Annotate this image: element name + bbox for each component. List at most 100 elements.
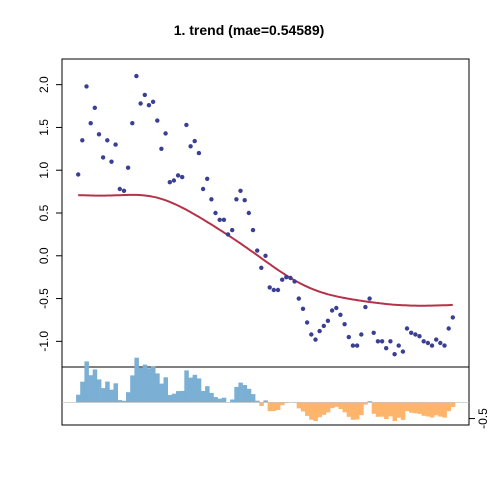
data-point bbox=[117, 186, 123, 192]
residual-bar bbox=[201, 391, 206, 403]
residual-bar bbox=[417, 402, 422, 414]
residual-bar bbox=[313, 402, 318, 421]
data-point bbox=[284, 275, 289, 280]
data-point bbox=[379, 339, 385, 344]
residual-bar bbox=[350, 402, 356, 420]
data-point bbox=[150, 99, 156, 105]
data-point bbox=[354, 343, 360, 348]
residual-bar bbox=[367, 401, 372, 403]
residual-bar bbox=[442, 402, 447, 418]
residual-bar bbox=[234, 386, 239, 403]
residual-bar bbox=[84, 361, 89, 403]
data-point bbox=[109, 159, 114, 164]
data-point bbox=[450, 315, 455, 320]
residual-bar bbox=[375, 402, 381, 417]
residual-bar bbox=[117, 400, 123, 403]
residual-bar bbox=[384, 402, 389, 419]
data-point bbox=[105, 138, 110, 143]
residual-bar bbox=[113, 383, 118, 403]
data-point bbox=[100, 155, 106, 160]
data-point bbox=[313, 337, 318, 342]
data-point bbox=[167, 180, 172, 185]
data-point bbox=[263, 253, 268, 258]
residual-y-axis: -0.5 bbox=[469, 408, 490, 429]
data-point bbox=[138, 101, 143, 106]
residual-bar bbox=[213, 397, 218, 403]
residual-y-tick-label: -0.5 bbox=[476, 408, 490, 429]
data-point bbox=[421, 339, 426, 344]
residual-bar bbox=[309, 402, 314, 420]
residual-bar bbox=[275, 402, 281, 410]
data-point bbox=[230, 227, 235, 233]
residual-bar bbox=[192, 374, 198, 403]
residual-bar bbox=[330, 402, 335, 409]
residual-bar bbox=[209, 392, 214, 403]
y-tick-label: -0.5 bbox=[37, 288, 51, 309]
residual-bar bbox=[334, 402, 339, 407]
data-point bbox=[192, 138, 197, 144]
data-point bbox=[300, 306, 306, 311]
chart-title: 1. trend (mae=0.54589) bbox=[174, 22, 325, 38]
data-point bbox=[221, 217, 227, 222]
data-point bbox=[196, 150, 202, 156]
residual-plot-frame bbox=[61, 366, 470, 426]
residual-bar bbox=[284, 402, 289, 404]
data-point bbox=[375, 339, 381, 344]
data-point bbox=[346, 334, 351, 340]
residual-bar bbox=[180, 390, 185, 403]
residual-bar bbox=[263, 400, 268, 403]
residual-bar bbox=[101, 388, 106, 403]
residual-bar bbox=[76, 394, 81, 403]
residual-bar bbox=[280, 402, 285, 406]
residual-bar bbox=[338, 402, 343, 409]
residual-bar bbox=[80, 381, 85, 403]
residual-bar bbox=[413, 402, 418, 414]
residual-bar bbox=[446, 402, 452, 412]
data-point bbox=[184, 122, 189, 128]
data-point bbox=[409, 330, 414, 335]
data-point bbox=[367, 296, 372, 301]
data-point bbox=[384, 346, 389, 351]
data-points bbox=[76, 73, 455, 357]
data-point bbox=[121, 188, 127, 193]
residual-bar bbox=[196, 378, 202, 403]
residual-bar bbox=[296, 402, 302, 409]
residual-bar bbox=[121, 400, 127, 403]
data-point bbox=[280, 277, 285, 282]
residual-bar bbox=[238, 382, 243, 403]
data-point bbox=[304, 320, 310, 325]
residual-bar bbox=[271, 402, 277, 411]
data-point bbox=[175, 173, 181, 178]
residual-bar bbox=[250, 394, 256, 403]
data-point bbox=[338, 312, 343, 317]
residual-bar bbox=[96, 379, 102, 403]
trend-line bbox=[78, 193, 453, 307]
data-point bbox=[250, 227, 256, 233]
residual-bar bbox=[230, 399, 235, 403]
residual-bar bbox=[205, 386, 210, 403]
data-point bbox=[255, 248, 260, 253]
residual-bar bbox=[217, 398, 223, 403]
residual-bar bbox=[130, 375, 135, 403]
residual-bar bbox=[388, 402, 393, 417]
residual-bar bbox=[163, 377, 168, 403]
data-point bbox=[92, 105, 98, 111]
residual-bar bbox=[380, 402, 385, 417]
data-point bbox=[180, 174, 185, 180]
data-point bbox=[146, 103, 152, 108]
residual-bar bbox=[346, 402, 352, 417]
data-point bbox=[134, 73, 139, 79]
data-point bbox=[113, 142, 118, 147]
data-point bbox=[309, 332, 314, 337]
residual-bar bbox=[438, 402, 443, 417]
data-point bbox=[425, 340, 431, 346]
data-point bbox=[446, 326, 451, 331]
residual-bar bbox=[300, 402, 306, 412]
residual-bar bbox=[259, 402, 264, 406]
data-point bbox=[200, 186, 206, 192]
residual-bar bbox=[188, 377, 193, 403]
data-point bbox=[159, 146, 164, 151]
residual-bars bbox=[76, 357, 456, 421]
residual-bar bbox=[434, 402, 439, 416]
